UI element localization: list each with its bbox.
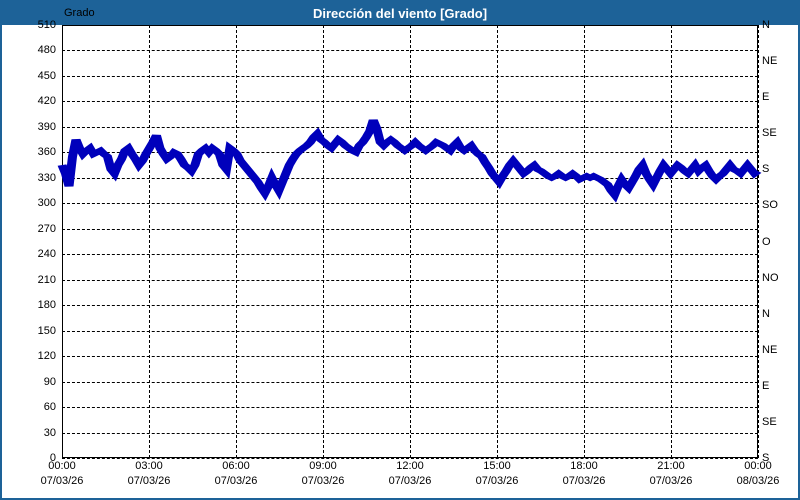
x-axis-time-label: 09:00 — [309, 460, 337, 472]
y-axis-tick-label: 330 — [38, 172, 56, 184]
y-axis-tick-label: 90 — [44, 376, 56, 388]
compass-tick-label: N — [762, 19, 770, 31]
x-axis-time-label: 15:00 — [483, 460, 511, 472]
x-axis-time-label: 18:00 — [570, 460, 598, 472]
y-axis-tick-label: 180 — [38, 299, 56, 311]
x-axis-date-label: 07/03/26 — [389, 475, 432, 487]
y-axis-tick-label: 510 — [38, 19, 56, 31]
x-axis-date-label: 07/03/26 — [41, 475, 84, 487]
y-axis-tick-label: 420 — [38, 95, 56, 107]
y-axis-tick-label: 30 — [44, 427, 56, 439]
wind-direction-line — [62, 25, 758, 458]
y-axis-tick-label: 450 — [38, 70, 56, 82]
y-axis-tick-label: 210 — [38, 274, 56, 286]
x-axis-date-label: 07/03/26 — [215, 475, 258, 487]
compass-tick-label: E — [762, 380, 769, 392]
gridline-vertical — [758, 25, 759, 458]
x-axis-date-label: 07/03/26 — [476, 475, 519, 487]
chart-title: Dirección del viento [Grado] — [313, 6, 487, 21]
x-axis-date-label: 07/03/26 — [563, 475, 606, 487]
y-axis-tick-label: 240 — [38, 248, 56, 260]
x-axis-time-label: 21:00 — [657, 460, 685, 472]
compass-tick-label: N — [762, 308, 770, 320]
y-axis-tick-label: 120 — [38, 350, 56, 362]
x-axis-time-label: 03:00 — [135, 460, 163, 472]
x-axis-date-label: 07/03/26 — [650, 475, 693, 487]
x-axis-time-label: 00:00 — [744, 460, 772, 472]
chart-window: Dirección del viento [Grado] Grado 0 30 60… — [0, 0, 800, 500]
gridline-horizontal — [62, 458, 758, 459]
y-axis-tick-label: 150 — [38, 325, 56, 337]
x-axis-date-label: 07/03/26 — [128, 475, 171, 487]
y-axis-tick-label: 300 — [38, 197, 56, 209]
y-axis-tick-label: 390 — [38, 121, 56, 133]
compass-tick-label: NE — [762, 55, 777, 67]
compass-tick-label: O — [762, 236, 771, 248]
compass-tick-label: SE — [762, 127, 777, 139]
compass-tick-label: S — [762, 163, 769, 175]
y-axis-tick-label: 60 — [44, 401, 56, 413]
y-axis-tick-label: 270 — [38, 223, 56, 235]
y-axis-tick-label: 480 — [38, 44, 56, 56]
x-axis-time-label: 12:00 — [396, 460, 424, 472]
compass-tick-label: SE — [762, 416, 777, 428]
plot-area: Grado 0 30 60 90 120 150 180 210 240 270 300 330 360… — [62, 25, 758, 458]
x-axis-time-label: 00:00 — [48, 460, 76, 472]
x-axis-time-label: 06:00 — [222, 460, 250, 472]
compass-tick-label: SO — [762, 199, 778, 211]
x-axis-date-label: 08/03/26 — [737, 475, 780, 487]
chart-title-bar: Dirección del viento [Grado] — [2, 2, 798, 25]
compass-tick-label: E — [762, 91, 769, 103]
compass-tick-label: NE — [762, 344, 777, 356]
x-axis-date-label: 07/03/26 — [302, 475, 345, 487]
y-axis-tick-label: 360 — [38, 146, 56, 158]
y-axis-label: Grado — [64, 7, 95, 19]
compass-tick-label: NO — [762, 272, 779, 284]
